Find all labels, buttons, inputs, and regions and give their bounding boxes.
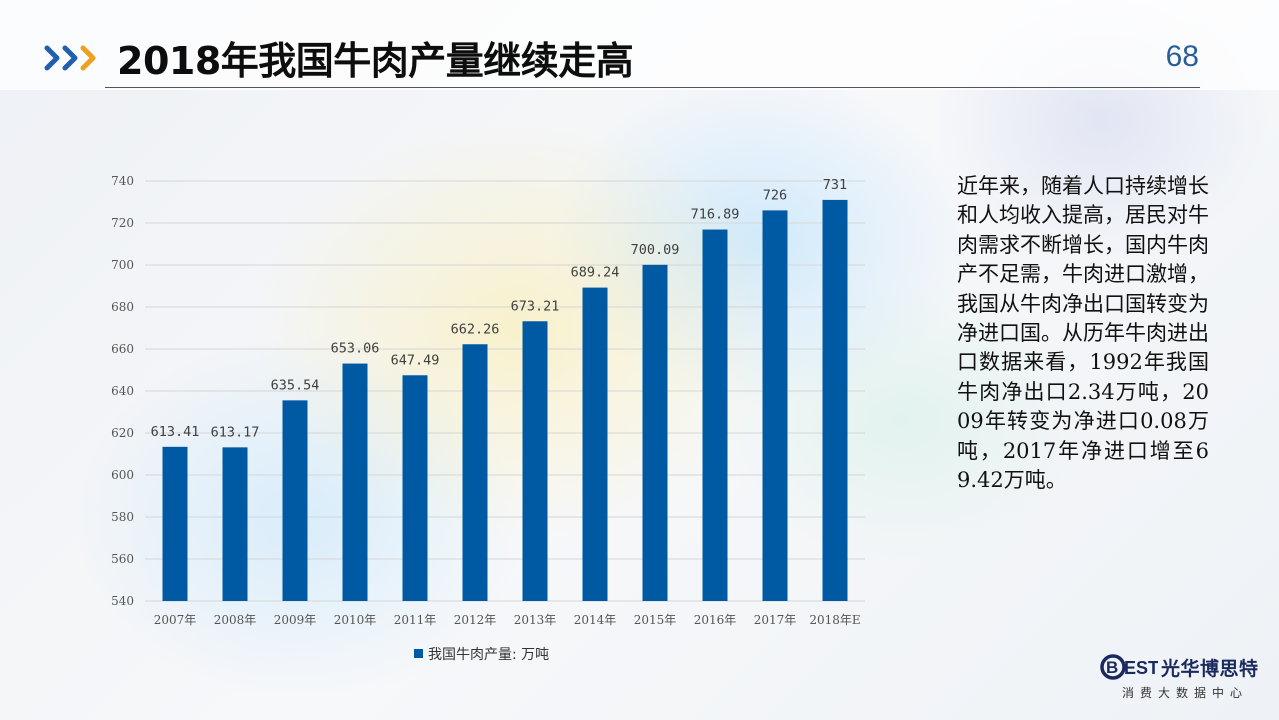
y-tick-label: 580 — [111, 510, 134, 524]
svg-text:B: B — [1106, 658, 1118, 677]
x-tick-label: 2016年 — [694, 613, 737, 627]
x-tick-label: 2007年 — [154, 613, 197, 627]
x-tick-label: 2018年E — [809, 613, 860, 627]
bar — [522, 321, 548, 601]
y-tick-label: 540 — [111, 594, 134, 608]
x-tick-label: 2017年 — [754, 613, 797, 627]
data-label: 613.41 — [151, 424, 200, 440]
best-logo-icon: B EST — [1100, 654, 1158, 680]
bar — [762, 210, 788, 601]
logo-name: 光华博思特 — [1161, 657, 1259, 680]
page-number: 68 — [1165, 40, 1199, 73]
body-text: 近年来，随着人口持续增长和人均收入提高，居民对牛肉需求不断增长，国内牛肉产不足需… — [957, 174, 1209, 493]
bar — [642, 264, 668, 601]
logo-mark-text: EST — [1124, 658, 1158, 678]
bar — [822, 199, 848, 601]
y-tick-label: 640 — [111, 384, 134, 398]
y-tick-label: 660 — [111, 342, 134, 356]
x-tick-label: 2013年 — [514, 613, 557, 627]
x-tick-label: 2010年 — [334, 613, 377, 627]
y-tick-label: 620 — [111, 426, 134, 440]
data-label: 689.24 — [571, 265, 620, 281]
x-tick-label: 2009年 — [274, 613, 317, 627]
y-tick-label: 560 — [111, 552, 134, 566]
x-tick-label: 2012年 — [454, 613, 497, 627]
bar — [582, 287, 608, 601]
data-label: 673.21 — [511, 298, 560, 314]
data-label: 726 — [763, 187, 787, 203]
bar — [222, 447, 248, 601]
data-label: 716.89 — [691, 207, 740, 223]
y-tick-label: 740 — [111, 174, 134, 188]
x-tick-label: 2011年 — [394, 613, 437, 627]
y-tick-label: 720 — [111, 216, 134, 230]
data-label: 635.54 — [271, 377, 320, 393]
data-label: 731 — [823, 177, 847, 193]
x-tick-label: 2015年 — [634, 613, 677, 627]
bar — [342, 363, 368, 601]
data-label: 613.17 — [211, 424, 260, 440]
bar-chart: 540 560 580 600 620 640 660 680 700 720 740 613.41 2… — [111, 174, 865, 663]
data-label: 700.09 — [631, 242, 680, 258]
bar — [162, 446, 188, 601]
title-divider — [105, 87, 1200, 88]
y-tick-label: 680 — [111, 300, 134, 314]
bar — [282, 400, 308, 601]
x-tick-label: 2014年 — [574, 613, 617, 627]
company-logo: B EST 光华博思特 消费大数据中心 — [1100, 652, 1265, 701]
page-title: 2018年我国牛肉产量继续走高 — [117, 39, 634, 83]
data-label: 662.26 — [451, 321, 500, 337]
bar — [702, 229, 728, 601]
y-tick-label: 600 — [111, 468, 134, 482]
legend-swatch — [414, 649, 423, 658]
header-band — [0, 0, 1279, 90]
y-tick-label: 700 — [111, 258, 134, 272]
bar — [462, 344, 488, 601]
data-label: 653.06 — [331, 341, 380, 357]
bar — [402, 375, 428, 601]
chevron-arrows-icon — [44, 45, 96, 71]
legend-label: 我国牛肉产量: 万吨 — [428, 647, 549, 663]
logo-subtitle: 消费大数据中心 — [1122, 686, 1249, 700]
x-tick-label: 2008年 — [214, 613, 257, 627]
data-label: 647.49 — [391, 352, 440, 368]
